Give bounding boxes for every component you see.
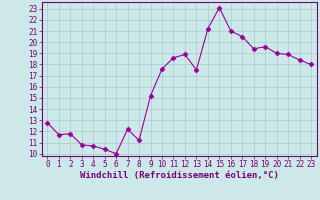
X-axis label: Windchill (Refroidissement éolien,°C): Windchill (Refroidissement éolien,°C): [80, 171, 279, 180]
